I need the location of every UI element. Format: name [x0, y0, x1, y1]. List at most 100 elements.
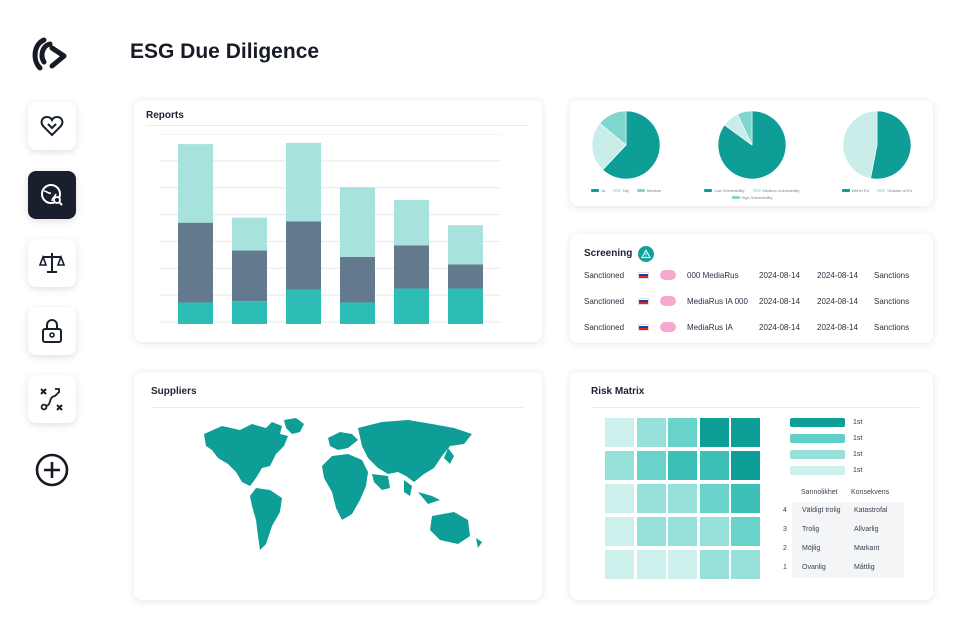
status-label: Sanctioned	[584, 270, 625, 280]
entity-name: 000 MediaRus	[687, 270, 739, 280]
entity-name: MediaRus IA 000	[687, 296, 748, 306]
bar-segment[interactable]	[340, 187, 375, 257]
risk-cell[interactable]	[605, 418, 634, 447]
risk-cell[interactable]	[668, 484, 697, 513]
risk-cell[interactable]	[668, 517, 697, 546]
risk-cell[interactable]	[668, 418, 697, 447]
risk-cell[interactable]	[605, 451, 634, 480]
screening-title: Screening	[584, 248, 633, 259]
brand-logo-icon[interactable]	[30, 34, 72, 76]
pie-chart	[717, 110, 787, 180]
list-type: Sanctions	[874, 322, 910, 332]
risk-cell[interactable]	[731, 484, 760, 513]
pie-slice[interactable]	[870, 110, 912, 180]
risk-cell[interactable]	[699, 451, 729, 480]
nav-item-strategy[interactable]	[28, 375, 76, 423]
bar-segment[interactable]	[178, 302, 213, 324]
bar-segment[interactable]	[286, 289, 321, 324]
screening-row[interactable]: Sanctioned MediaRus IA 2024-08-14 2024-08-1…	[584, 320, 924, 334]
likelihood-value: Ovanlig	[802, 564, 826, 571]
russia-flag-icon	[638, 323, 649, 331]
risk-cell[interactable]	[699, 517, 729, 546]
bar-segment[interactable]	[232, 301, 267, 324]
bar-segment[interactable]	[394, 288, 429, 324]
risk-cell[interactable]	[668, 451, 697, 480]
pie-slice[interactable]	[599, 110, 627, 146]
risk-pill	[660, 270, 676, 280]
nav-item-lock[interactable]	[28, 307, 76, 355]
risk-cell[interactable]	[636, 418, 666, 447]
warning-triangle-icon[interactable]	[638, 246, 654, 262]
legend-entry: Nej	[612, 188, 629, 193]
nav-item-globe-search[interactable]	[28, 171, 76, 219]
pie-slice[interactable]	[737, 110, 753, 146]
likelihood-value: Väldigt trolig	[802, 507, 841, 514]
bar-segment[interactable]	[178, 222, 213, 303]
scale-number: 1	[783, 564, 787, 571]
screening-row[interactable]: Sanctioned MediaRus IA 000 2024-08-14 2024-…	[584, 294, 924, 308]
suppliers-title: Suppliers	[151, 386, 197, 397]
consequence-value: Markant	[854, 545, 880, 552]
bar-segment[interactable]	[340, 302, 375, 324]
page-title: ESG Due Diligence	[130, 40, 320, 63]
date-listed: 2024-08-14	[759, 322, 800, 332]
card-divider	[591, 407, 919, 408]
risk-matrix-title: Risk Matrix	[591, 386, 645, 397]
plus-circle-icon[interactable]	[34, 452, 70, 488]
bar-segment[interactable]	[448, 264, 483, 289]
date-updated: 2024-08-14	[817, 296, 858, 306]
risk-cell[interactable]	[731, 550, 760, 579]
bar-segment[interactable]	[394, 245, 429, 289]
bar-segment[interactable]	[232, 250, 267, 302]
bar-segment[interactable]	[232, 217, 267, 251]
list-type: Sanctions	[874, 270, 910, 280]
risk-cell[interactable]	[731, 451, 760, 480]
legend-swatch	[790, 466, 845, 475]
date-listed: 2024-08-14	[759, 296, 800, 306]
screening-row[interactable]: Sanctioned 000 MediaRus 2024-08-14 2024-08-…	[584, 268, 924, 282]
consequence-value: Allvarlig	[854, 526, 879, 533]
legend-entry: Ja	[590, 188, 605, 193]
nav-item-heart[interactable]	[28, 102, 76, 150]
pies-card: Ja Nej Medium Low Vulnerability Medium Vulne…	[570, 100, 933, 206]
bar-segment[interactable]	[286, 142, 321, 222]
date-listed: 2024-08-14	[759, 270, 800, 280]
world-map-icon	[204, 418, 482, 550]
risk-cell[interactable]	[605, 484, 634, 513]
legend-swatch	[790, 418, 845, 427]
risk-cell[interactable]	[731, 517, 760, 546]
risk-cell[interactable]	[668, 550, 697, 579]
legend-swatch	[704, 189, 713, 192]
legend-entry: Medium Vulnerability	[752, 188, 800, 193]
legend-swatch	[841, 189, 850, 192]
risk-cell[interactable]	[636, 484, 666, 513]
nav-item-scales[interactable]	[28, 239, 76, 287]
scale-number: 3	[783, 526, 787, 533]
legend-label: 1st	[853, 467, 863, 474]
pie-slice[interactable]	[591, 122, 627, 171]
legend-label: Low Vulnerability	[714, 188, 745, 193]
bar-segment[interactable]	[394, 199, 429, 246]
risk-matrix-card: Risk Matrix 1st 1st 1st 1st Sannolikhet Kon…	[570, 372, 933, 600]
risk-cell[interactable]	[699, 484, 729, 513]
risk-cell[interactable]	[636, 550, 666, 579]
risk-cell[interactable]	[636, 451, 666, 480]
risk-cell[interactable]	[636, 517, 666, 546]
risk-cell[interactable]	[605, 517, 634, 546]
bar-segment[interactable]	[448, 225, 483, 265]
pie-slice[interactable]	[602, 110, 661, 180]
bar-segment[interactable]	[178, 144, 213, 223]
risk-cell[interactable]	[731, 418, 760, 447]
lock-icon	[42, 319, 62, 343]
risk-pill	[660, 296, 676, 306]
date-updated: 2024-08-14	[817, 270, 858, 280]
legend-label: 1st	[853, 451, 863, 458]
risk-cell[interactable]	[699, 550, 729, 579]
legend-swatch	[752, 189, 761, 192]
risk-cell[interactable]	[605, 550, 634, 579]
pie-slice[interactable]	[842, 110, 878, 179]
bar-segment[interactable]	[286, 221, 321, 290]
bar-segment[interactable]	[340, 256, 375, 303]
bar-segment[interactable]	[448, 288, 483, 324]
risk-cell[interactable]	[699, 418, 729, 447]
